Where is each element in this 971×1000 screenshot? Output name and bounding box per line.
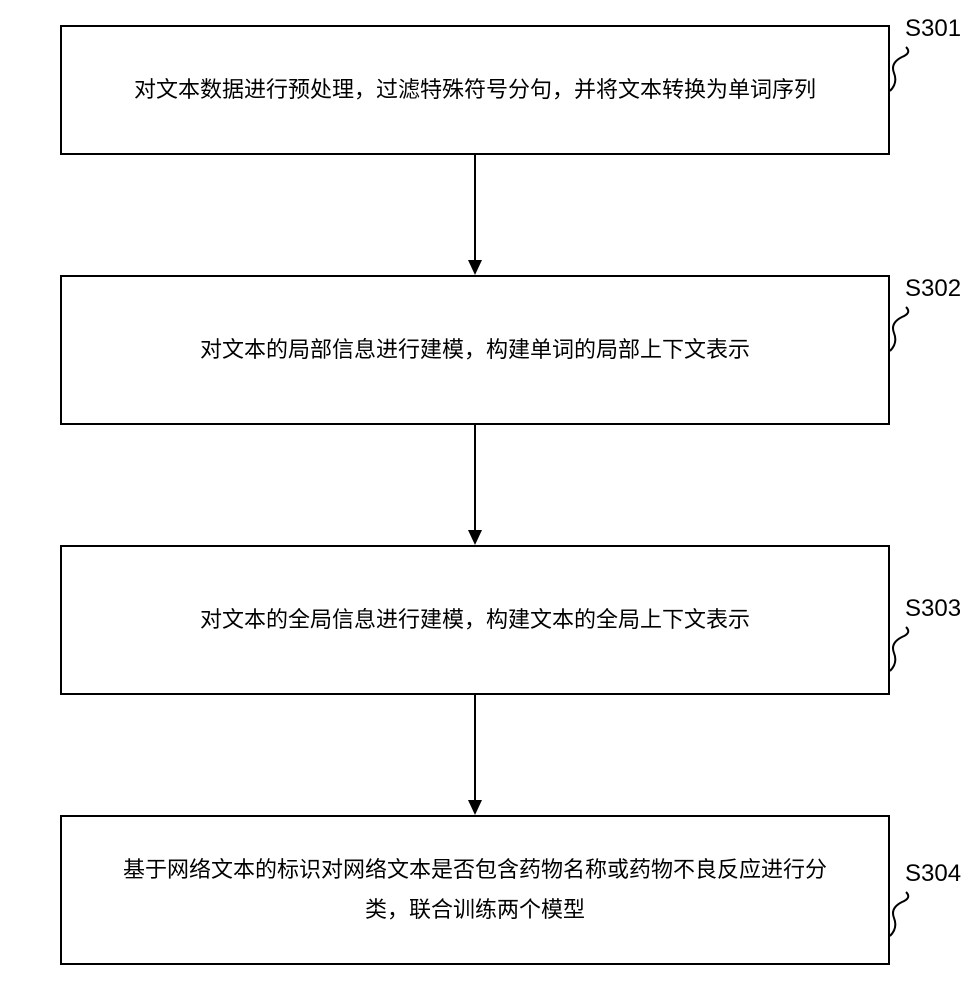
step-box-s303: 对文本的全局信息进行建模，构建文本的全局上下文表示: [60, 545, 890, 695]
squiggle-s302: [888, 305, 912, 353]
step-box-s301: 对文本数据进行预处理，过滤特殊符号分句，并将文本转换为单词序列: [60, 25, 890, 155]
step-label-s302: S302: [905, 275, 961, 303]
arrow-1: [460, 155, 490, 275]
squiggle-s304: [888, 890, 912, 938]
arrow-3: [460, 695, 490, 815]
step-label-s303: S303: [905, 595, 961, 623]
step-box-s302: 对文本的局部信息进行建模，构建单词的局部上下文表示: [60, 275, 890, 425]
step-box-s304: 基于网络文本的标识对网络文本是否包含药物名称或药物不良反应进行分类，联合训练两个…: [60, 815, 890, 965]
step-text: 对文本的局部信息进行建模，构建单词的局部上下文表示: [200, 330, 750, 370]
step-text: 对文本的全局信息进行建模，构建文本的全局上下文表示: [200, 600, 750, 640]
step-label-s304: S304: [905, 860, 961, 888]
step-text: 对文本数据进行预处理，过滤特殊符号分句，并将文本转换为单词序列: [134, 70, 816, 110]
squiggle-s301: [888, 45, 912, 93]
step-text: 基于网络文本的标识对网络文本是否包含药物名称或药物不良反应进行分类，联合训练两个…: [102, 850, 848, 929]
squiggle-s303: [888, 625, 912, 673]
step-label-s301: S301: [905, 15, 961, 43]
arrow-2: [460, 425, 490, 545]
